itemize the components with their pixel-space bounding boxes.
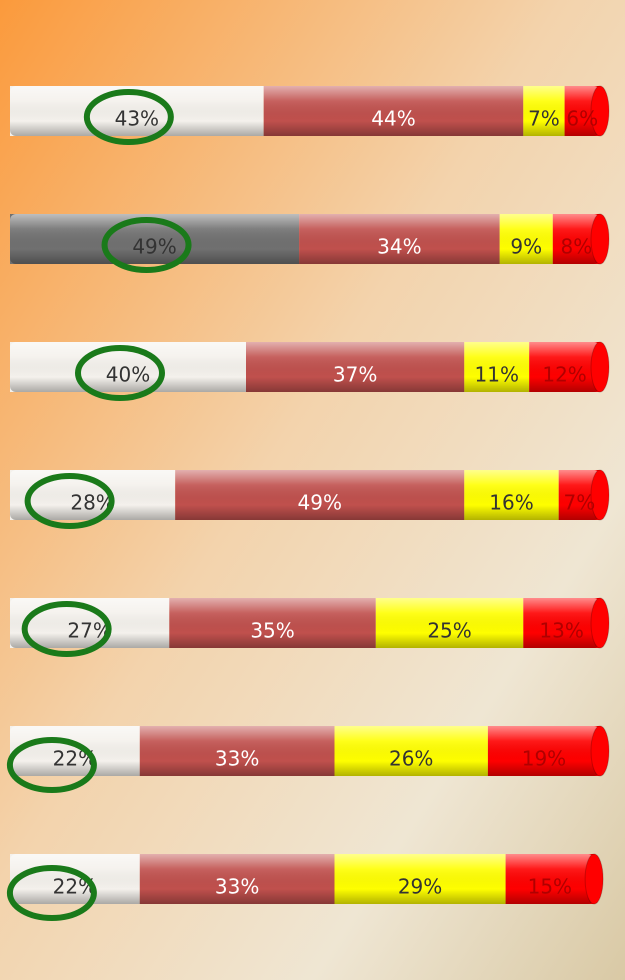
- value-label: 19%: [522, 747, 566, 771]
- bar-shade: [10, 470, 600, 520]
- value-label: 35%: [250, 619, 294, 643]
- value-label: 25%: [427, 619, 471, 643]
- value-label: 34%: [377, 235, 421, 259]
- value-label: 9%: [510, 235, 542, 259]
- highlight-circle: [83, 89, 174, 145]
- highlight-circle: [101, 217, 192, 273]
- bar-shade: [10, 214, 600, 264]
- highlight-circle: [6, 865, 97, 921]
- bar-cap: [590, 85, 610, 137]
- value-label: 13%: [539, 619, 583, 643]
- value-label: 29%: [398, 875, 442, 899]
- value-label: 40%: [106, 363, 150, 387]
- bar-shade: [10, 598, 600, 648]
- value-label: 33%: [215, 875, 259, 899]
- bar-cap: [590, 341, 610, 393]
- value-label: 49%: [298, 491, 342, 515]
- value-label: 16%: [489, 491, 533, 515]
- bars: 43% 44% 7% 6%49% 34% 9% 8%40% 37% 11% 12%28% 49% 16…: [6, 85, 610, 921]
- value-label: 15%: [528, 875, 572, 899]
- bar-shade: [10, 86, 600, 136]
- value-label: 49%: [132, 235, 176, 259]
- bar-cap: [584, 853, 604, 905]
- value-label: 7%: [563, 491, 595, 515]
- bar-cap: [590, 213, 610, 265]
- bar-shade: [10, 854, 595, 904]
- highlight-circle: [6, 737, 97, 793]
- value-label: 7%: [528, 107, 560, 131]
- highlight-circle: [24, 473, 115, 529]
- highlight-circle: [21, 601, 112, 657]
- value-label: 44%: [371, 107, 415, 131]
- value-label: 12%: [542, 363, 586, 387]
- value-label: 37%: [333, 363, 377, 387]
- value-label: 8%: [561, 235, 593, 259]
- value-label: 26%: [389, 747, 433, 771]
- value-label: 33%: [215, 747, 259, 771]
- bar-cap: [590, 597, 610, 649]
- bar-cap: [590, 469, 610, 521]
- bar-shade: [10, 726, 600, 776]
- value-label: 11%: [475, 363, 519, 387]
- value-label: 6%: [566, 107, 598, 131]
- highlight-circle: [75, 345, 165, 401]
- bar-cap: [590, 725, 610, 777]
- value-label: 43%: [115, 107, 159, 131]
